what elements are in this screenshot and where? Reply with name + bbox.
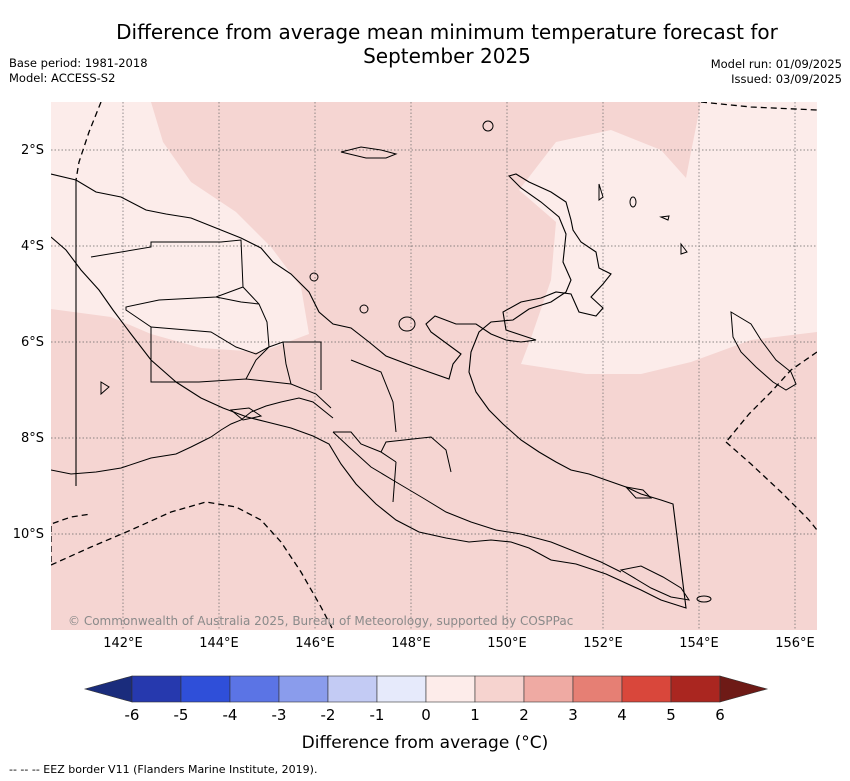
meta-left: Base period: 1981-2018 Model: ACCESS-S2 — [9, 56, 148, 86]
cbar-tick-m6: -6 — [124, 706, 140, 724]
southern-coast — [332, 431, 622, 573]
lon-label-156e: 156°E — [775, 636, 815, 651]
anomaly-zone-0-to-1-east — [519, 102, 817, 374]
colorbar-segment — [621, 675, 672, 703]
colorbar-segment — [425, 675, 476, 703]
cbar-tick-m3: -3 — [271, 706, 287, 724]
lon-label-154e: 154°E — [679, 636, 719, 651]
cbar-tick-m2: -2 — [320, 706, 336, 724]
issued-date: Issued: 03/09/2025 — [731, 72, 842, 86]
cbar-tick-4: 4 — [617, 706, 627, 724]
lon-label-150e: 150°E — [487, 636, 527, 651]
province-borders — [90, 239, 452, 503]
meta-right: Model run: 01/09/2025 Issued: 03/09/2025 — [711, 57, 842, 87]
cbar-tick-0: 0 — [421, 706, 431, 724]
colorbar-segment — [229, 675, 280, 703]
lat-label-10s: 10°S — [12, 527, 44, 542]
lon-label-148e: 148°E — [391, 636, 431, 651]
new-guinea-coastline — [51, 173, 687, 609]
colorbar-segment — [131, 675, 182, 703]
colorbar-segment — [474, 675, 525, 703]
cbar-tick-1: 1 — [470, 706, 480, 724]
lon-label-142e: 142°E — [103, 636, 143, 651]
colorbar-segment — [376, 675, 427, 703]
colorbar-segment — [523, 675, 574, 703]
model-run: Model run: 01/09/2025 — [710, 57, 842, 71]
colorbar-label: Difference from average (°C) — [301, 733, 549, 753]
cbar-tick-3: 3 — [568, 706, 578, 724]
colorbar-segment — [180, 675, 231, 703]
lon-label-152e: 152°E — [583, 636, 623, 651]
gridlines — [51, 102, 817, 630]
anomaly-zone-0-to-1-west — [51, 102, 309, 352]
lat-label-8s: 8°S — [20, 431, 44, 446]
colorbar-extend-low — [83, 675, 133, 703]
colorbar — [83, 675, 769, 703]
fly-delta-coast — [51, 397, 334, 475]
eez-footnote: -- -- -- EEZ border V11 (Flanders Marine… — [9, 763, 318, 776]
lon-label-146e: 146°E — [295, 636, 335, 651]
eez-borders — [51, 102, 817, 630]
cbar-tick-m5: -5 — [173, 706, 189, 724]
model-name: Model: ACCESS-S2 — [9, 71, 116, 85]
cbar-tick-6: 6 — [715, 706, 725, 724]
cbar-tick-m1: -1 — [369, 706, 385, 724]
cbar-tick-5: 5 — [666, 706, 676, 724]
title-line-1: Difference from average mean minimum tem… — [116, 20, 778, 44]
lon-label-144e: 144°E — [199, 636, 239, 651]
forecast-map — [51, 102, 817, 630]
title-line-2: September 2025 — [363, 44, 531, 68]
islands — [100, 120, 797, 603]
lat-label-6s: 6°S — [20, 335, 44, 350]
lat-label-2s: 2°S — [20, 143, 44, 158]
lat-label-4s: 4°S — [20, 239, 44, 254]
colorbar-extend-high — [719, 675, 769, 703]
cbar-tick-m4: -4 — [222, 706, 238, 724]
base-period: Base period: 1981-2018 — [9, 56, 148, 70]
colorbar-segment — [278, 675, 329, 703]
chart-title: Difference from average mean minimum tem… — [0, 20, 850, 68]
cbar-tick-2: 2 — [519, 706, 529, 724]
colorbar-segment — [670, 675, 721, 703]
map-credit: © Commonwealth of Australia 2025, Bureau… — [68, 614, 574, 628]
colorbar-segment — [572, 675, 623, 703]
colorbar-segment — [327, 675, 378, 703]
